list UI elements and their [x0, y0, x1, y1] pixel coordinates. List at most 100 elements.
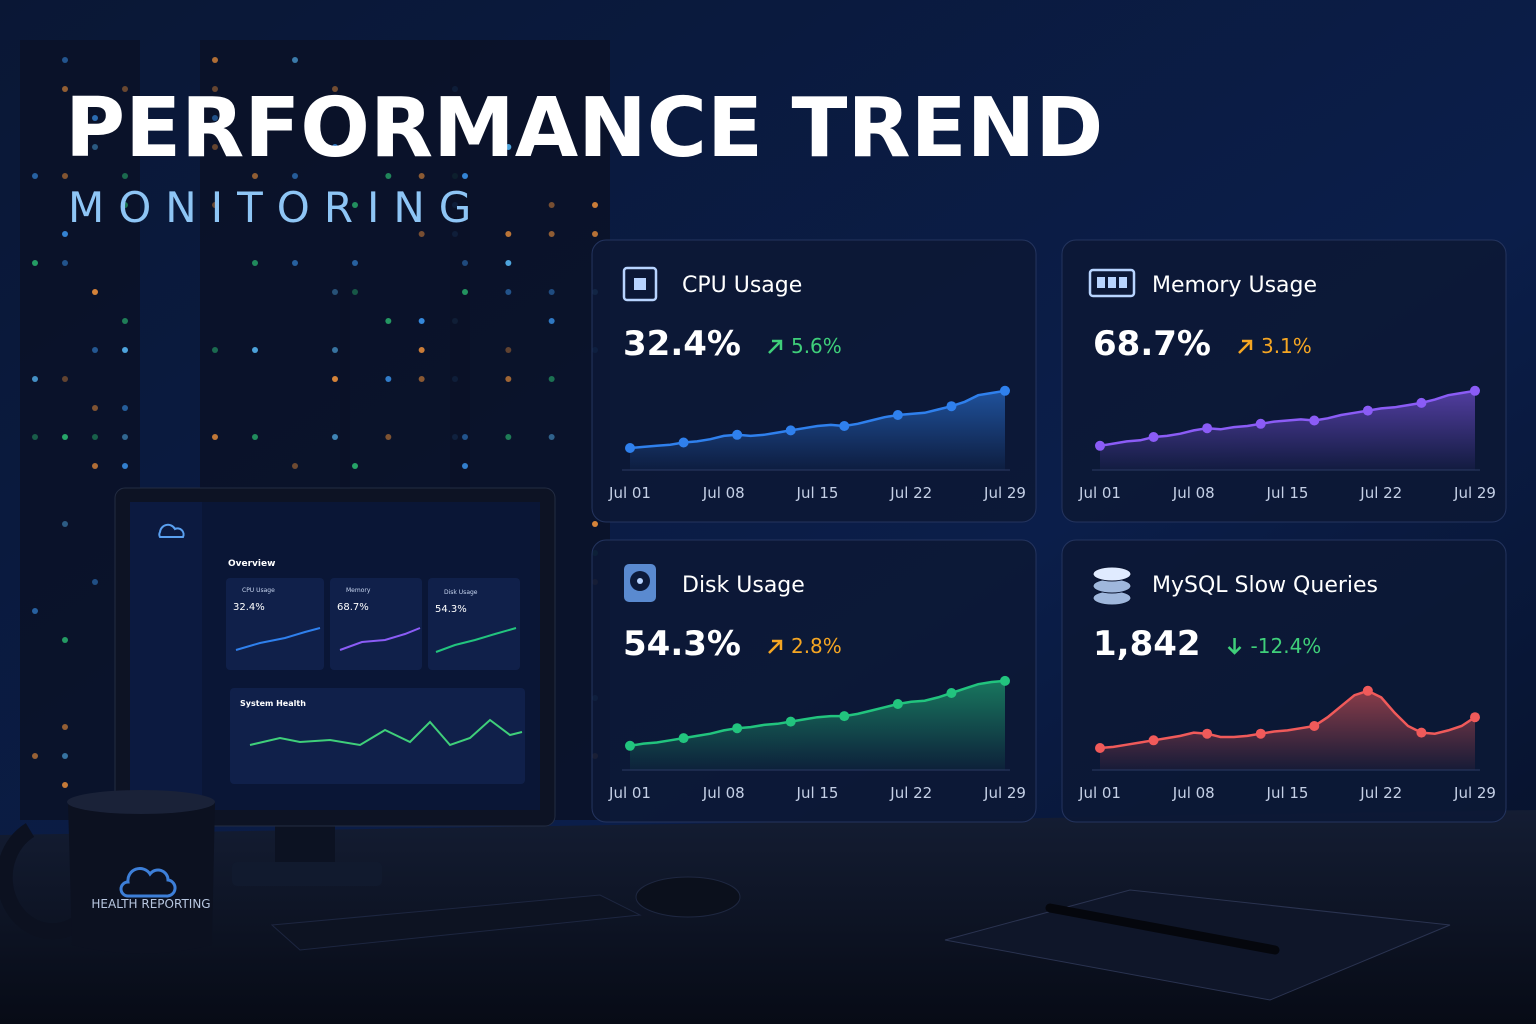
disk-icon — [637, 578, 643, 584]
rack-light — [332, 376, 338, 382]
cpu-icon — [634, 278, 646, 290]
rack-light — [32, 260, 38, 266]
line — [629, 679, 1006, 748]
marker — [625, 443, 635, 453]
rack-light — [122, 86, 128, 92]
rack-light — [92, 434, 98, 440]
rack-light — [462, 173, 468, 179]
rack-light — [252, 434, 258, 440]
mini-line — [249, 718, 523, 747]
rack-light — [592, 202, 598, 208]
mini-label: CPU Usage — [242, 587, 275, 594]
card-title: Memory Usage — [1152, 273, 1317, 298]
rack-light — [62, 724, 68, 730]
card-title: Disk Usage — [682, 573, 805, 598]
rack-light — [32, 173, 38, 179]
marker — [1255, 728, 1266, 739]
marker — [1362, 405, 1373, 416]
memory-icon — [1119, 277, 1127, 288]
mini-line — [235, 627, 321, 651]
rack-light — [548, 289, 555, 295]
x-tick-label: Jul 01 — [1078, 484, 1121, 502]
mug-cloud — [119, 867, 177, 898]
x-tick-label: Jul 01 — [608, 484, 651, 502]
rack-light — [122, 405, 128, 411]
mini-card — [226, 578, 324, 670]
x-tick-label: Jul 08 — [702, 484, 745, 502]
rack-light — [62, 260, 68, 266]
rack-light — [32, 376, 38, 382]
rack-light — [62, 753, 68, 759]
mini-label: Memory — [346, 587, 371, 594]
mug-rim — [67, 790, 215, 814]
rack-light — [418, 347, 425, 353]
rack-light — [548, 318, 555, 324]
rack-light — [352, 463, 358, 469]
rack-light — [212, 202, 218, 208]
rack-light — [385, 173, 392, 179]
rack-light — [92, 463, 98, 469]
rack-light — [62, 521, 68, 527]
rack-light — [505, 289, 512, 295]
marker — [732, 723, 743, 734]
x-tick-label: Jul 08 — [1172, 484, 1215, 502]
rack-light — [62, 173, 68, 179]
rack-light — [292, 173, 298, 179]
rack-light — [352, 202, 358, 208]
x-tick-label: Jul 22 — [1359, 784, 1402, 802]
x-tick-label: Jul 29 — [1453, 484, 1496, 502]
marker — [732, 429, 743, 440]
x-tick-label: Jul 29 — [983, 784, 1026, 802]
rack-light — [62, 231, 68, 237]
rack-light — [212, 115, 218, 121]
rack-light — [385, 318, 392, 324]
mini-value: 32.4% — [233, 602, 265, 613]
rack-light — [385, 376, 392, 382]
card-value: 1,842 — [1093, 624, 1201, 664]
line — [1099, 689, 1476, 750]
marker — [1148, 432, 1159, 442]
marker — [839, 421, 850, 431]
cpu-icon — [622, 266, 658, 302]
x-tick-label: Jul 15 — [1266, 484, 1309, 502]
rack-light — [332, 144, 338, 150]
database-icon — [1092, 566, 1132, 582]
marker — [1000, 675, 1010, 686]
rack-light — [62, 57, 68, 63]
marker — [1309, 415, 1320, 426]
rack-light — [292, 260, 298, 266]
rack-light — [62, 86, 68, 92]
monitor-sidebar — [130, 502, 202, 810]
mini-line — [339, 627, 421, 651]
rack-light — [122, 463, 128, 469]
x-tick-label: Jul 01 — [1078, 784, 1121, 802]
marker — [1416, 727, 1427, 738]
rack-light — [592, 231, 598, 237]
rack-light — [92, 144, 98, 150]
card-change: -12.4% — [1251, 634, 1322, 658]
rack-light — [92, 347, 98, 353]
marker — [678, 437, 689, 448]
rack-light — [505, 231, 512, 237]
memory-icon — [1088, 268, 1136, 298]
marker — [785, 425, 796, 436]
metric-card — [591, 239, 1037, 523]
card-value: 54.3% — [623, 624, 741, 664]
rack-light — [462, 260, 468, 266]
mug-text: HEALTH REPORTING — [91, 897, 210, 911]
rack-light — [92, 115, 98, 121]
mini-health: System Health — [240, 699, 306, 708]
rack-light — [505, 376, 512, 382]
mini-overview: Overview — [228, 559, 275, 569]
rack-light — [32, 608, 38, 614]
monitor: Overview System Health CPU Usage 32.4% M… — [114, 487, 556, 886]
rack-light — [122, 347, 128, 353]
monitor-stand — [275, 820, 335, 870]
card-change: 2.8% — [791, 634, 842, 658]
area — [630, 390, 1005, 470]
rack-light — [352, 289, 358, 295]
rack-light — [332, 434, 338, 440]
area — [630, 680, 1005, 770]
